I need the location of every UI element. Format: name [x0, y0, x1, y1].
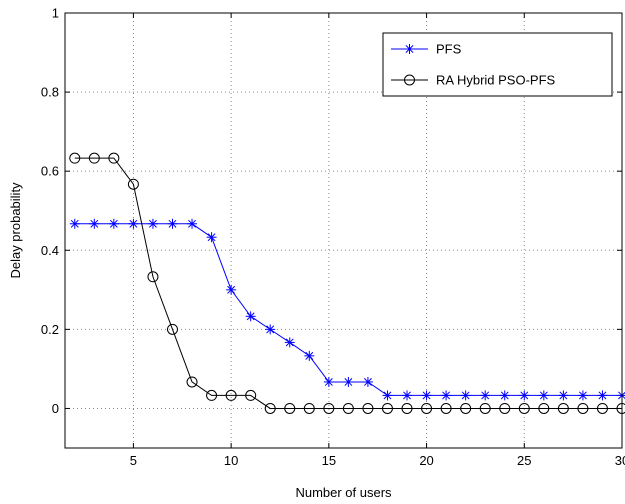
- data-point: [206, 232, 217, 243]
- legend-marker: [404, 44, 415, 54]
- data-point: [381, 402, 393, 414]
- data-point: [421, 390, 432, 401]
- data-point: [558, 390, 569, 401]
- data-point: [108, 218, 119, 229]
- data-point: [499, 402, 511, 414]
- data-point: [245, 311, 256, 322]
- data-point: [499, 390, 510, 401]
- data-point: [89, 218, 100, 229]
- data-point: [303, 402, 315, 414]
- data-point: [284, 402, 296, 414]
- x-axis-label: Number of users: [295, 485, 392, 500]
- data-point: [460, 390, 471, 401]
- data-point: [225, 389, 237, 401]
- data-point: [421, 402, 433, 414]
- data-point: [577, 402, 589, 414]
- data-point: [402, 390, 413, 401]
- series-ra-hybrid-pso-pfs: [69, 152, 625, 414]
- data-point: [343, 376, 354, 387]
- data-point: [596, 402, 608, 414]
- data-point: [69, 152, 81, 164]
- y-tick-label: 1: [52, 6, 59, 21]
- data-point: [519, 390, 530, 401]
- data-point: [265, 324, 276, 335]
- x-tick-label: 5: [130, 453, 137, 468]
- data-point: [323, 402, 335, 414]
- data-point: [538, 402, 550, 414]
- data-point: [108, 152, 120, 164]
- data-point: [147, 271, 159, 283]
- data-point: [284, 337, 295, 348]
- x-tick-label: 25: [517, 453, 531, 468]
- legend-label: PFS: [436, 42, 462, 57]
- data-point: [577, 390, 588, 401]
- x-tick-label: 20: [419, 453, 433, 468]
- x-tick-label: 10: [224, 453, 238, 468]
- data-point: [147, 218, 158, 229]
- data-point: [88, 152, 100, 164]
- x-tick-label: 15: [322, 453, 336, 468]
- legend-marker: [404, 74, 415, 86]
- data-point: [401, 402, 413, 414]
- data-point: [342, 402, 354, 414]
- legend-item: RA Hybrid PSO-PFS: [391, 73, 556, 88]
- data-point: [440, 402, 452, 414]
- y-tick-label: 0: [52, 401, 59, 416]
- data-point: [460, 402, 472, 414]
- data-point: [187, 218, 198, 229]
- data-point: [206, 389, 218, 401]
- y-tick-label: 0.8: [41, 85, 59, 100]
- data-point: [226, 284, 237, 295]
- data-point: [167, 218, 178, 229]
- data-point: [362, 402, 374, 414]
- axis-ticks: 5 10 15 20 25 30 0 0.2 0.4 0.6 0.8 1: [41, 6, 625, 469]
- plot-frame: [64, 12, 623, 449]
- series-line: [74, 157, 622, 409]
- data-point: [128, 218, 139, 229]
- data-point: [186, 376, 198, 388]
- data-point: [69, 218, 80, 229]
- data-point: [127, 178, 139, 190]
- data-point: [538, 390, 549, 401]
- data-point: [323, 376, 334, 387]
- y-tick-label: 0.4: [41, 243, 59, 258]
- data-point: [166, 323, 178, 335]
- y-tick-label: 0.6: [41, 164, 59, 179]
- data-point: [557, 402, 569, 414]
- data-point: [304, 350, 315, 361]
- data-point: [382, 390, 393, 401]
- data-point: [479, 402, 491, 414]
- data-point: [597, 390, 608, 401]
- data-point: [518, 402, 530, 414]
- x-tick-label: 30: [615, 453, 625, 468]
- legend-label: RA Hybrid PSO-PFS: [436, 73, 556, 88]
- y-axis-label: Delay probability: [8, 182, 23, 279]
- data-point: [441, 390, 452, 401]
- data-point: [480, 390, 491, 401]
- data-point: [264, 402, 276, 414]
- legend-box: [382, 32, 613, 97]
- y-tick-label: 0.2: [41, 322, 59, 337]
- legend: PFS RA Hybrid PSO-PFS: [382, 32, 613, 97]
- data-point: [362, 376, 373, 387]
- legend-item: PFS: [391, 42, 462, 57]
- data-point: [245, 389, 257, 401]
